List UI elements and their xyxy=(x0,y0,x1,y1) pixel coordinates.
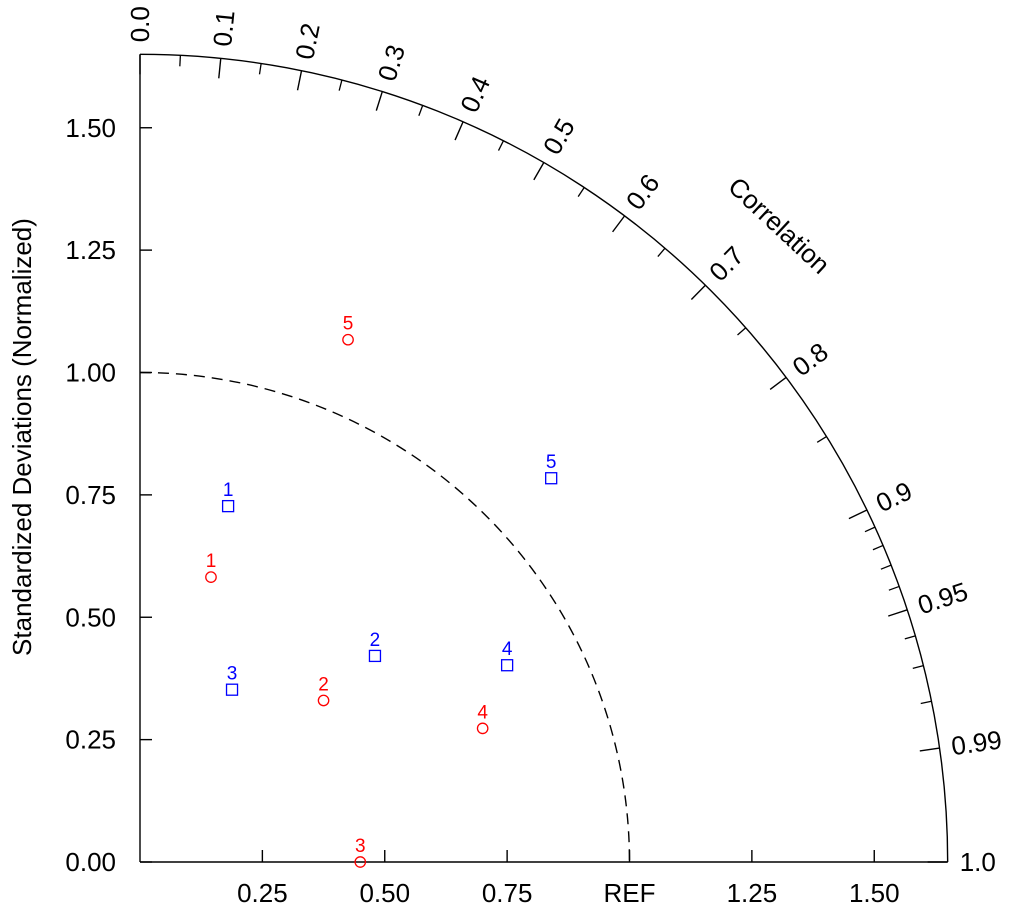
correlation-tick-label: 0.9 xyxy=(871,475,917,518)
x-tick-label: 0.75 xyxy=(482,878,533,908)
correlation-tick xyxy=(375,91,383,111)
correlation-tick-label: 0.7 xyxy=(703,240,750,287)
x-tick-label: 1.25 xyxy=(727,878,778,908)
correlation-tick xyxy=(919,747,940,752)
correlation-tick-label: 0.3 xyxy=(372,41,411,85)
point-label: 2 xyxy=(370,630,381,651)
correlation-tick-label: 0.95 xyxy=(914,576,971,620)
correlation-minor-tick xyxy=(880,564,892,570)
square-marker xyxy=(545,472,558,485)
correlation-minor-tick xyxy=(904,635,916,640)
circle-marker xyxy=(205,571,217,583)
y-axis-title: Standardized Deviations (Normalized) xyxy=(7,218,37,656)
correlation-minor-tick xyxy=(258,63,262,75)
correlation-tick-label: 0.99 xyxy=(949,724,1003,761)
circle-marker xyxy=(476,722,489,735)
correlation-minor-tick xyxy=(816,435,827,443)
correlation-minor-tick xyxy=(657,247,666,258)
point-label: 3 xyxy=(355,836,366,857)
correlation-tick-label: 0.6 xyxy=(620,168,666,215)
correlation-tick xyxy=(454,121,464,141)
correlation-tick xyxy=(218,58,222,79)
correlation-minor-tick xyxy=(418,105,424,116)
correlation-tick-label: 0.4 xyxy=(454,72,496,117)
correlation-minor-tick xyxy=(872,544,884,551)
circle-marker xyxy=(317,694,330,707)
point-label: 1 xyxy=(206,551,217,572)
correlation-tick-label: 1.0 xyxy=(960,847,996,877)
reference-std-arc xyxy=(139,371,631,863)
point-label: 2 xyxy=(318,674,329,695)
correlation-tick xyxy=(690,284,706,300)
square-marker xyxy=(225,683,239,696)
correlation-tick-label: 0.8 xyxy=(787,336,834,382)
point-label: 5 xyxy=(546,452,557,473)
axes-layer xyxy=(139,53,949,863)
square-marker xyxy=(500,659,514,672)
correlation-minor-tick xyxy=(864,526,876,533)
correlation-minor-tick xyxy=(577,187,585,198)
circle-marker xyxy=(342,333,354,346)
ticks-layer: 0.000.250.500.751.001.251.500.25 0.50 0.75… xyxy=(65,6,1003,908)
correlation-tick xyxy=(888,609,908,617)
circle-marker xyxy=(354,856,367,868)
correlation-tick-label: 0.0 xyxy=(125,6,155,42)
correlation-tick xyxy=(612,215,626,233)
y-tick-label: 1.50 xyxy=(65,113,116,143)
point-label: 5 xyxy=(343,314,354,335)
correlation-minor-tick xyxy=(338,79,343,91)
y-tick-label: 0.00 xyxy=(65,847,116,877)
correlation-tick-label: 0.1 xyxy=(207,9,240,48)
y-tick-label: 0.50 xyxy=(65,602,116,632)
x-tick-label: 0.25 xyxy=(237,878,288,908)
correlation-tick xyxy=(296,70,303,91)
correlation-tick xyxy=(533,162,545,181)
square-marker xyxy=(221,499,235,513)
x-tick-label: 0.50 xyxy=(359,878,410,908)
correlation-tick xyxy=(848,509,868,520)
x-tick-label: 1.50 xyxy=(849,878,900,908)
y-tick-label: 0.75 xyxy=(65,480,116,510)
correlation-tick-label: 0.5 xyxy=(537,113,581,159)
correlation-tick xyxy=(769,376,787,390)
point-label: 1 xyxy=(223,480,234,501)
square-marker xyxy=(368,649,382,663)
y-tick-label: 1.25 xyxy=(65,235,116,265)
correlation-minor-tick xyxy=(497,140,505,151)
x-tick-label: REF xyxy=(604,878,656,908)
correlation-minor-tick xyxy=(912,665,924,669)
correlation-minor-tick xyxy=(920,700,932,705)
correlation-tick-label: 0.2 xyxy=(289,20,326,61)
points-layer: 1 2 3 4 5 1 2 3 4 5 xyxy=(205,314,558,868)
correlation-minor-tick xyxy=(737,327,747,336)
correlation-minor-tick xyxy=(179,55,182,67)
point-label: 4 xyxy=(502,639,513,660)
point-label: 4 xyxy=(477,702,488,723)
correlation-arc xyxy=(139,53,949,863)
correlation-minor-tick xyxy=(888,585,900,591)
y-tick-label: 0.25 xyxy=(65,725,116,755)
y-tick-label: 1.00 xyxy=(65,358,116,388)
point-label: 3 xyxy=(227,664,238,685)
